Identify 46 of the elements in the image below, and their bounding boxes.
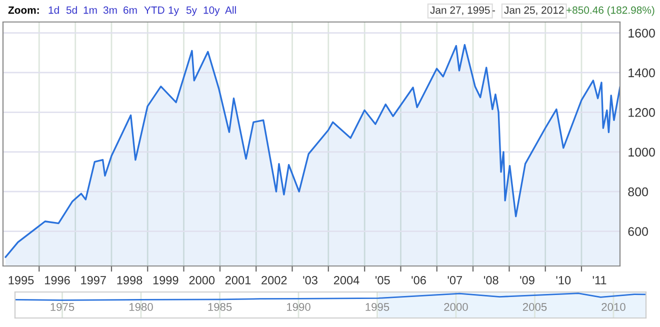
x-tick-label: 1997 — [81, 276, 106, 284]
x-tick-label: '11 — [592, 276, 606, 284]
y-tick-label: 1400 — [628, 68, 655, 78]
x-tick-label: 1995 — [8, 276, 34, 284]
y-tick-label: 1200 — [628, 108, 655, 117]
x-tick-label: 1985 — [208, 303, 232, 311]
text: All — [225, 6, 236, 14]
x-tick-label: 2002 — [262, 276, 287, 284]
text: 1m — [84, 6, 97, 14]
x-tick-label: '05 — [376, 276, 390, 284]
x-tick-label: 2005 — [522, 303, 547, 311]
x-tick-label: 2004 — [334, 276, 360, 284]
x-tick-label: '08 — [484, 276, 498, 284]
text: 3m — [103, 6, 117, 14]
text: 1d — [48, 6, 59, 14]
text: Jan 27, 1995 — [430, 6, 490, 16]
x-tick-label: 1995 — [366, 303, 390, 311]
text: 1y — [168, 6, 179, 16]
y-tick-label: 1000 — [628, 148, 655, 157]
text: 10y — [204, 6, 220, 16]
x-tick-label: 1999 — [153, 276, 178, 284]
x-tick-label: 1998 — [117, 276, 142, 284]
y-tick-label: 600 — [628, 227, 648, 236]
y-tick-label: 800 — [628, 187, 648, 196]
text: 6m — [124, 6, 137, 14]
x-tick-label: '10 — [556, 276, 571, 284]
text: +850.46 (182.98%) — [566, 6, 654, 16]
text: 5y — [186, 6, 197, 16]
x-tick-label: 1996 — [45, 276, 70, 284]
x-tick-label: 1990 — [286, 303, 310, 311]
x-tick-label: '07 — [448, 276, 462, 284]
x-tick-label: 2000 — [444, 303, 468, 311]
text: Zoom: — [8, 6, 39, 14]
x-tick-label: '09 — [520, 276, 534, 284]
x-tick-label: '03 — [303, 276, 318, 284]
x-tick-label: 2001 — [225, 276, 251, 284]
x-tick-label: 1975 — [50, 303, 74, 311]
text: 5d — [66, 6, 77, 14]
y-tick-label: 1600 — [628, 28, 655, 38]
text: YTD — [144, 6, 164, 14]
x-tick-label: 1980 — [129, 303, 153, 311]
text: Jan 25, 2012 — [504, 6, 564, 16]
x-tick-label: 2010 — [602, 303, 626, 311]
x-tick-label: 2000 — [189, 276, 215, 284]
text: - — [492, 10, 496, 12]
x-tick-label: '06 — [412, 276, 426, 284]
